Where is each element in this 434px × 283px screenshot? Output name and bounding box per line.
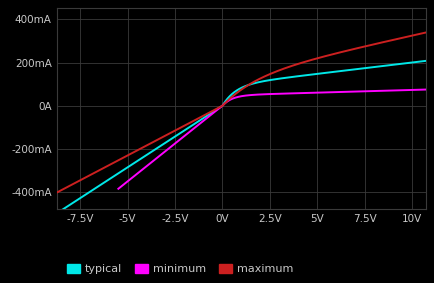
Legend: typical, minimum, maximum: typical, minimum, maximum: [62, 259, 297, 278]
